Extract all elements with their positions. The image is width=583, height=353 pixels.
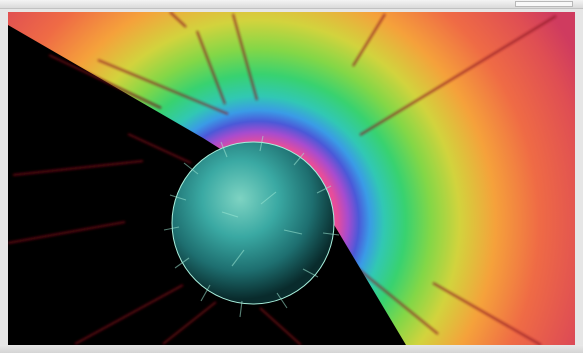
spiky-sphere [163, 135, 340, 318]
render-viewport [8, 12, 575, 345]
titlebar-control[interactable] [515, 1, 573, 7]
window-titlebar[interactable] [0, 0, 583, 9]
shadow-streaks [8, 54, 302, 345]
rendered-scene [8, 12, 575, 345]
status-bar [0, 345, 583, 353]
